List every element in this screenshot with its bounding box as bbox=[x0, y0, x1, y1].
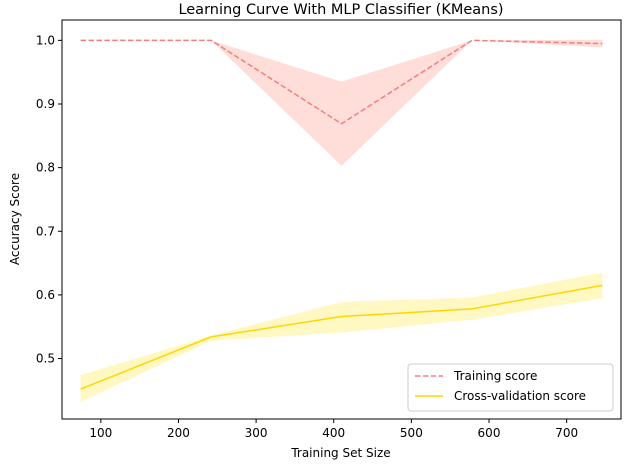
x-tick-label: 700 bbox=[555, 426, 578, 440]
y-tick-label: 0.6 bbox=[36, 288, 55, 302]
legend-box bbox=[407, 363, 614, 412]
y-tick-label: 0.5 bbox=[36, 352, 55, 366]
x-tick-label: 400 bbox=[322, 426, 345, 440]
training-score-band bbox=[80, 39, 603, 166]
x-axis-ticks: 100 200 300 400 500 600 700 bbox=[89, 419, 578, 440]
x-tick-label: 200 bbox=[167, 426, 190, 440]
x-tick-label: 600 bbox=[478, 426, 501, 440]
x-tick-label: 300 bbox=[245, 426, 268, 440]
chart-title: Learning Curve With MLP Classifier (KMea… bbox=[178, 2, 503, 18]
cross-validation-score-band bbox=[80, 272, 603, 402]
legend: Training score Cross-validation score bbox=[407, 363, 614, 412]
legend-label-cross-validation: Cross-validation score bbox=[454, 389, 586, 403]
x-tick-label: 100 bbox=[89, 426, 112, 440]
y-tick-label: 1.0 bbox=[36, 33, 55, 47]
training-score-line bbox=[80, 39, 603, 125]
y-tick-label: 0.9 bbox=[36, 97, 55, 111]
score-lines bbox=[80, 39, 603, 390]
y-axis-label: Accuracy Score bbox=[8, 173, 22, 265]
confidence-bands bbox=[80, 39, 603, 402]
cross-validation-score-line bbox=[80, 284, 603, 390]
y-axis-ticks: 0.5 0.6 0.7 0.8 0.9 1.0 bbox=[36, 33, 62, 366]
plot-area-frame bbox=[61, 19, 622, 420]
x-axis-label: Training Set Size bbox=[290, 446, 390, 460]
x-tick-label: 500 bbox=[400, 426, 423, 440]
legend-label-training: Training score bbox=[453, 369, 537, 383]
y-tick-label: 0.7 bbox=[36, 224, 55, 238]
y-tick-label: 0.8 bbox=[36, 161, 55, 175]
